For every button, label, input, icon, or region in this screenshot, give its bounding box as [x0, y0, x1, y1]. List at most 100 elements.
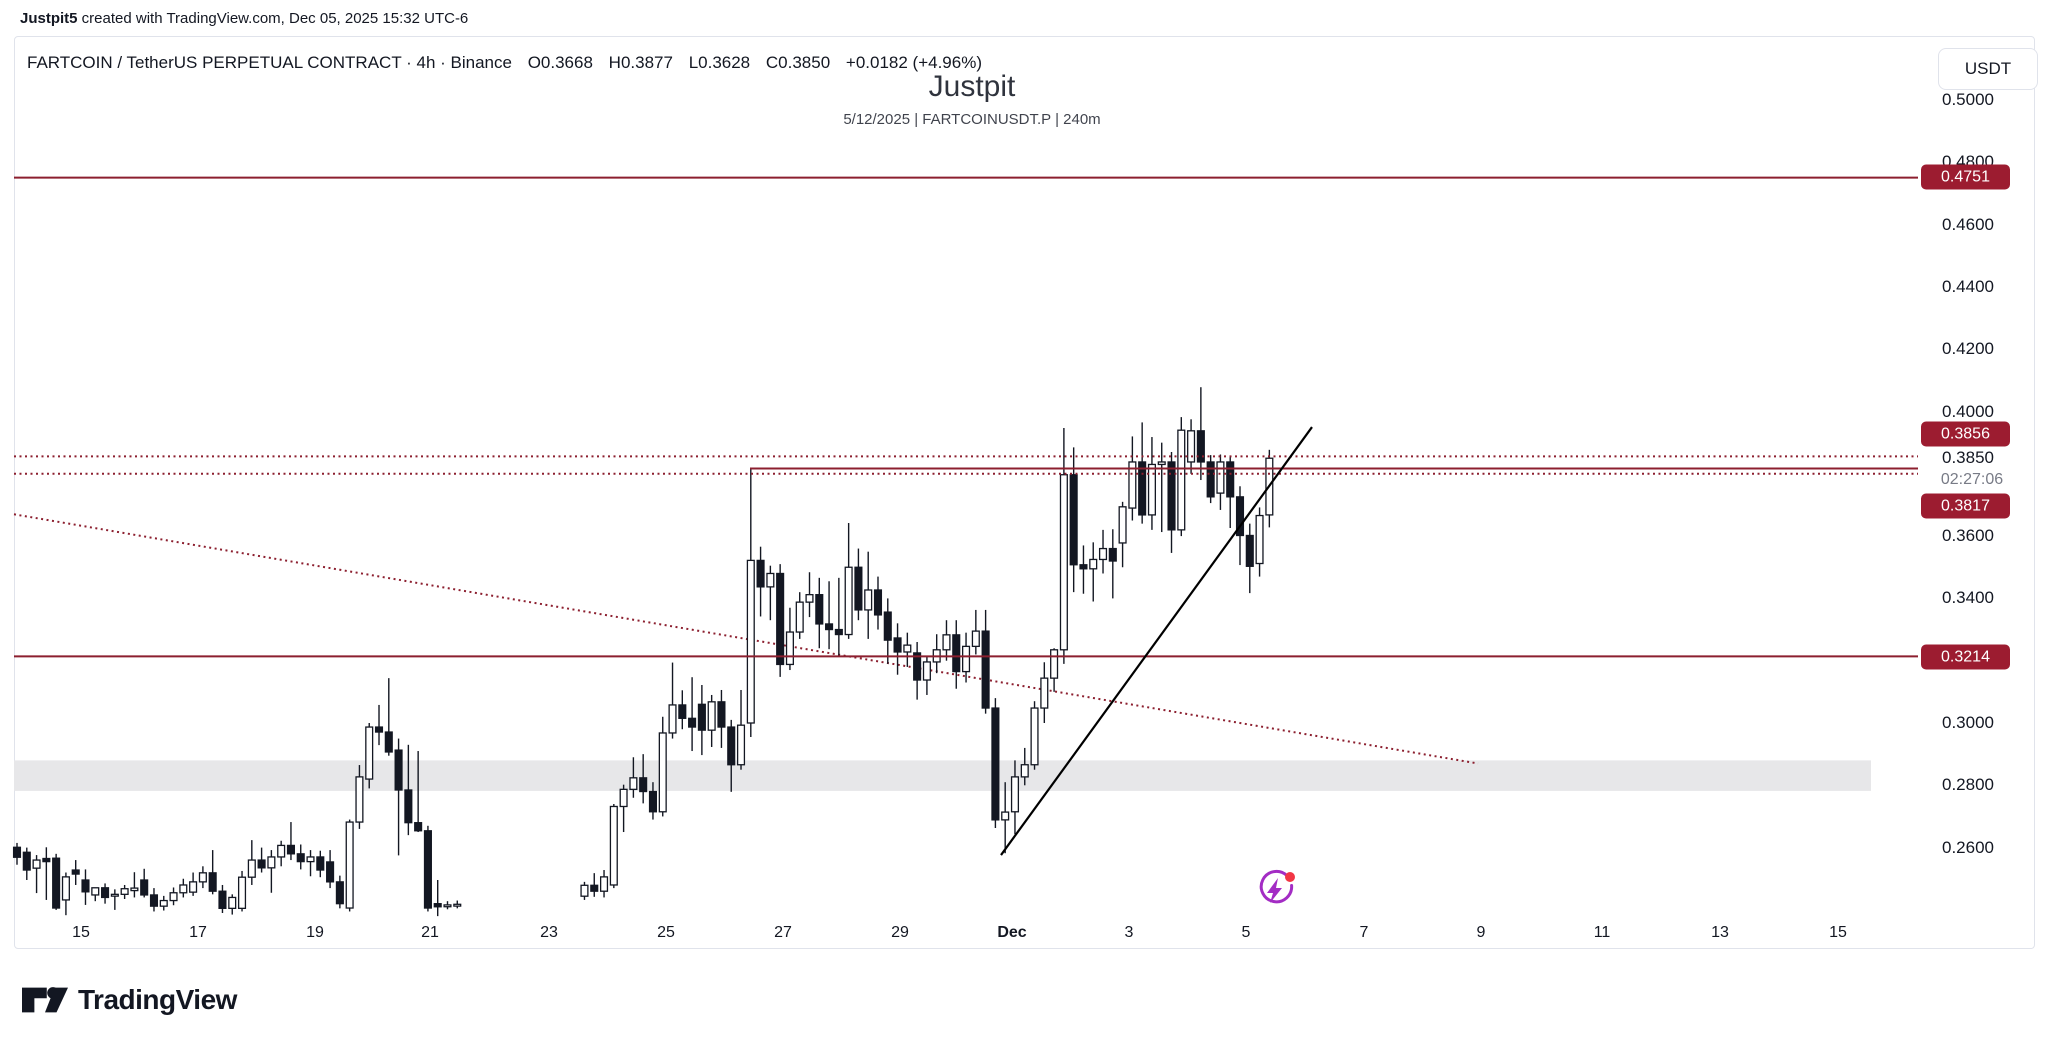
candle-up: [599, 876, 609, 892]
candle-up: [1050, 649, 1059, 679]
watermark-subtitle: 5/12/2025 | FARTCOINUSDT.P | 240m: [843, 111, 1101, 128]
candle-down: [404, 789, 413, 824]
candle-down: [1206, 461, 1215, 498]
price-level-badge: 0.3856: [1921, 421, 2010, 447]
candle-up: [277, 844, 286, 858]
candle-up: [766, 572, 775, 588]
candle-down: [52, 857, 61, 909]
time-tick-label: 15: [72, 924, 90, 941]
candle-down: [688, 717, 697, 728]
candle-up: [32, 859, 41, 869]
candle-down: [384, 731, 393, 753]
candle-down: [286, 844, 296, 855]
candle-down: [149, 894, 159, 907]
price-tick-label: 0.4600: [1942, 214, 1994, 234]
symbol-title[interactable]: FARTCOIN / TetherUS PERPETUAL CONTRACT ·…: [27, 53, 512, 72]
candle-up: [580, 884, 589, 897]
candle-down: [883, 611, 892, 641]
time-tick-label: 9: [1476, 924, 1486, 941]
candle-down: [1226, 461, 1235, 498]
candle-up: [1216, 461, 1225, 494]
bar-countdown: 02:27:06: [1940, 471, 2004, 489]
candle-down: [316, 856, 325, 871]
candle-down: [913, 652, 922, 681]
price-tick-label: 0.3600: [1942, 526, 1994, 546]
candle-up: [61, 876, 70, 901]
candle-down: [678, 704, 687, 719]
candle-down: [873, 589, 883, 616]
candle-up: [365, 726, 374, 780]
candle-up: [130, 887, 139, 892]
candle-down: [140, 879, 149, 896]
ohlc-high: H0.3877: [608, 53, 673, 72]
tradingview-logo[interactable]: TradingView: [22, 982, 237, 1018]
notification-dot: [1285, 872, 1295, 882]
currency-toggle-button[interactable]: USDT: [1938, 48, 2038, 90]
candle-down: [639, 777, 648, 793]
tradingview-wordmark: TradingView: [78, 984, 237, 1015]
candle-down: [952, 634, 961, 673]
candle-down: [12, 846, 22, 858]
time-tick-label: 3: [1124, 924, 1134, 941]
candle-down: [697, 703, 706, 731]
candle-down: [335, 881, 344, 905]
candle-down: [1196, 430, 1205, 463]
candle-up: [169, 892, 178, 902]
candle-up: [237, 876, 247, 909]
flash-marker-icon[interactable]: [1253, 868, 1297, 912]
candle-down: [71, 869, 80, 875]
candle-up: [668, 704, 677, 734]
time-tick-label: 11: [1593, 924, 1611, 941]
time-tick-label: 27: [774, 924, 792, 941]
time-tick-label: 29: [891, 924, 909, 941]
candle-down: [101, 887, 110, 899]
ascending-trendline: [1000, 426, 1313, 856]
candle-up: [198, 872, 207, 883]
lightning-bolt-icon: [1267, 878, 1282, 903]
time-tick-label: 13: [1711, 924, 1729, 941]
candle-up: [1177, 429, 1186, 531]
candle-up: [345, 821, 354, 909]
candle-up: [1147, 463, 1156, 516]
candle-up: [1040, 677, 1049, 709]
candle-up: [658, 732, 667, 813]
candle-up: [1118, 506, 1127, 544]
candle-down: [394, 749, 403, 791]
chart-legend[interactable]: FARTCOIN / TetherUS PERPETUAL CONTRACT ·…: [27, 53, 993, 73]
candle-down: [414, 822, 423, 832]
candle-up: [1001, 811, 1010, 821]
candle-down: [296, 853, 305, 863]
candle-up: [1255, 514, 1264, 565]
candle-down: [815, 594, 824, 625]
candle-down: [1108, 547, 1117, 562]
candle-down: [893, 637, 902, 653]
time-tick-label: 21: [421, 924, 439, 941]
candle-down: [1245, 534, 1254, 567]
candle-up: [1059, 474, 1068, 651]
candle-down: [208, 872, 217, 892]
candle-up: [355, 776, 364, 823]
candle-down: [981, 630, 990, 709]
chart-card: [14, 36, 2035, 949]
candle-up: [629, 777, 638, 790]
candle-down: [257, 859, 266, 869]
candle-down: [590, 884, 599, 892]
candle-up: [247, 859, 256, 878]
candle-down: [756, 559, 765, 588]
price-tick-label: 0.2600: [1942, 837, 1994, 857]
ohlc-change: +0.0182 (+4.96%): [845, 53, 982, 72]
candle-down: [1069, 474, 1078, 566]
price-tick-label: 0.3000: [1942, 713, 1994, 732]
attribution-username-link[interactable]: Justpit5: [20, 10, 78, 27]
candle-up: [942, 634, 951, 651]
attribution: Justpit5 created with TradingView.com, D…: [20, 10, 468, 27]
candle-down: [854, 566, 863, 611]
gray-zone-rectangle: [14, 760, 1871, 791]
candle-up: [864, 589, 873, 611]
price-tick-label: 0.4400: [1942, 276, 1994, 296]
candle-up: [453, 903, 462, 907]
candle-up: [159, 899, 168, 907]
candle-down: [825, 623, 834, 631]
candle-down: [374, 726, 384, 733]
